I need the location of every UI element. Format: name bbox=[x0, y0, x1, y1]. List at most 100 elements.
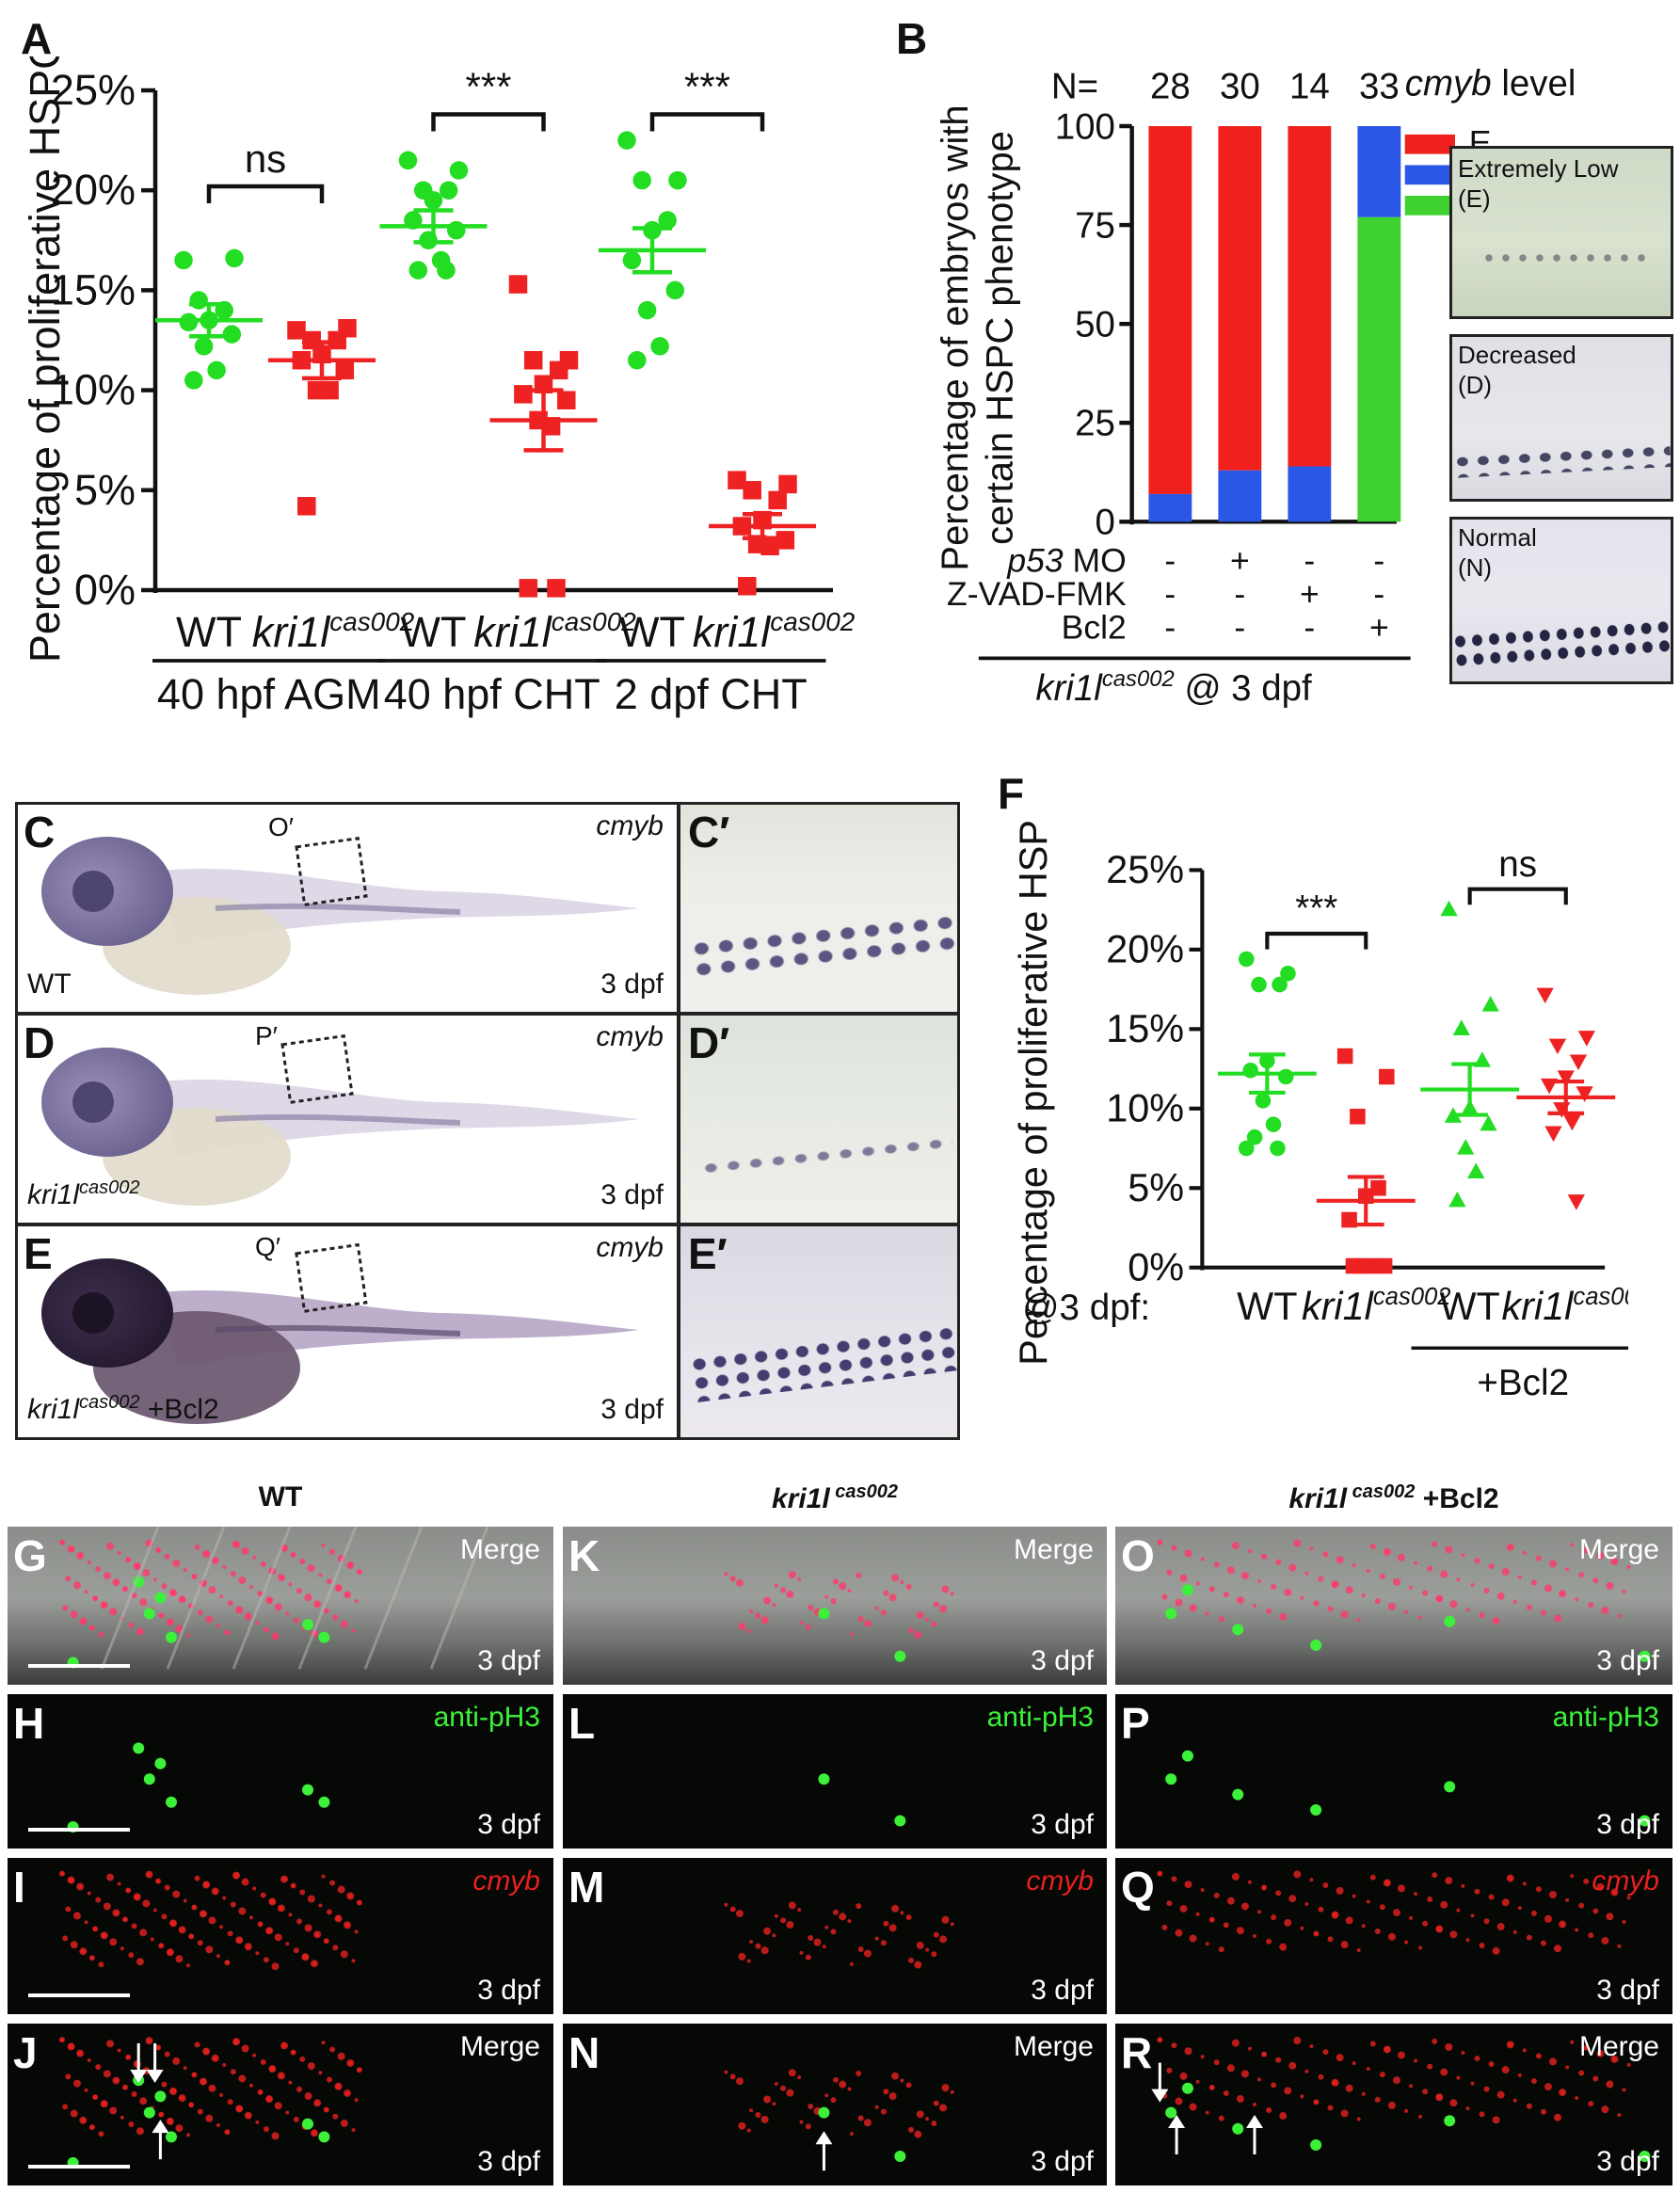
cmyb-speckle bbox=[900, 1580, 904, 1585]
cmyb-speckle bbox=[199, 2077, 207, 2086]
inset-title: Extremely Low bbox=[1458, 154, 1619, 183]
fluor-signal bbox=[1151, 2037, 1651, 2163]
cmyb-speckle bbox=[1345, 2084, 1353, 2092]
data-point bbox=[549, 360, 568, 380]
fluor-signal bbox=[1157, 1539, 1651, 1662]
cmyb-speckle bbox=[1356, 2117, 1361, 2121]
treatment-mark: - bbox=[1164, 575, 1176, 613]
cmyb-speckle bbox=[114, 2078, 119, 2083]
cmyb-speckle bbox=[1575, 2096, 1579, 2101]
panel-label-l: L bbox=[568, 1699, 596, 1748]
cmyb-speckle bbox=[274, 1603, 282, 1611]
stage-label: 3 dpf bbox=[477, 1645, 540, 1676]
cmyb-speckle bbox=[905, 1914, 912, 1921]
data-group bbox=[268, 319, 376, 516]
cmyb-speckle bbox=[282, 1545, 287, 1550]
cmyb-speckle bbox=[1612, 2057, 1617, 2061]
cmyb-speckle bbox=[1327, 1936, 1334, 1943]
data-point bbox=[1350, 1108, 1366, 1125]
cmyb-speckle bbox=[1271, 1583, 1277, 1590]
text-part: @3 dpf: bbox=[1022, 1288, 1150, 1328]
bar-segment-E bbox=[1288, 126, 1332, 467]
cmyb-speckle bbox=[185, 2133, 190, 2137]
treatment-mark: - bbox=[1164, 609, 1176, 647]
cmyb-speckle bbox=[805, 2123, 811, 2130]
data-point bbox=[617, 131, 636, 150]
cmyb-speckle bbox=[230, 2069, 236, 2075]
text-part: certain HSPC phenotype bbox=[979, 131, 1020, 545]
cmyb-speckle bbox=[296, 1588, 303, 1594]
arrowhead-icon bbox=[815, 2131, 833, 2145]
cmyb-speckle bbox=[1293, 1539, 1302, 1547]
cmyb-speckle bbox=[1231, 2039, 1240, 2047]
cmyb-speckle bbox=[857, 1945, 864, 1952]
text-part: cmyb bbox=[1405, 63, 1492, 104]
cmyb-speckle bbox=[274, 2102, 282, 2110]
text-part: 25 bbox=[1075, 404, 1115, 444]
cmyb-speckle bbox=[282, 2043, 287, 2048]
cmyb-speckle bbox=[321, 1543, 326, 1547]
cmyb-speckle bbox=[1535, 1886, 1542, 1893]
genotype-label: WT bbox=[27, 968, 72, 1000]
cmyb-speckle bbox=[738, 2121, 746, 2130]
group-label: WT bbox=[1237, 1285, 1297, 1328]
cmyb-speckle bbox=[304, 2092, 312, 2101]
ph3-cell bbox=[1165, 2106, 1177, 2119]
gene-label: cmyb bbox=[596, 1021, 664, 1052]
genotype: kri1l bbox=[1035, 668, 1103, 709]
cmyb-speckle bbox=[1166, 1569, 1173, 1576]
cmyb-speckle bbox=[1549, 2057, 1558, 2066]
cmyb-speckle bbox=[905, 2082, 912, 2089]
cmyb-speckle bbox=[1449, 2099, 1458, 2107]
cmyb-speckle bbox=[1622, 1920, 1626, 1925]
cmyb-speckle bbox=[1508, 1545, 1512, 1549]
cmyb-speckle bbox=[227, 2099, 233, 2105]
cmyb-speckle bbox=[1383, 2045, 1391, 2054]
allele: cas002 bbox=[329, 607, 414, 636]
cmyb-speckle bbox=[87, 2057, 91, 2062]
treatment-name: p53 bbox=[1006, 542, 1064, 580]
cmyb-speckle bbox=[1465, 1608, 1470, 1612]
data-point bbox=[738, 577, 757, 596]
cmyb-speckle bbox=[315, 1932, 320, 1937]
stain-dots bbox=[1480, 250, 1650, 265]
panel-label-e-prime: E′ bbox=[688, 1229, 728, 1278]
cmyb-speckle bbox=[279, 1906, 283, 1911]
cmyb-speckle bbox=[252, 2053, 257, 2057]
cmyb-speckle bbox=[1617, 1613, 1622, 1618]
stage-label: 3 dpf bbox=[477, 1809, 540, 1840]
cmyb-speckle bbox=[180, 2096, 184, 2101]
somite-boundary bbox=[166, 1527, 226, 1670]
cmyb-speckle bbox=[202, 1881, 211, 1889]
cmyb-speckle bbox=[299, 2056, 306, 2062]
cmyb-speckle bbox=[1544, 1584, 1552, 1593]
cmyb-speckle bbox=[175, 1955, 184, 1963]
inset-code: (D) bbox=[1458, 371, 1493, 399]
fluor-panel-j: J Merge 3 dpf bbox=[8, 2024, 553, 2185]
cmyb-speckle bbox=[120, 2115, 124, 2120]
cmyb-speckle bbox=[1288, 2061, 1297, 2070]
cmyb-speckle bbox=[293, 1617, 299, 1624]
data-point bbox=[1376, 1257, 1393, 1274]
cmyb-speckle bbox=[1427, 1565, 1433, 1572]
cmyb-speckle bbox=[1166, 2067, 1173, 2073]
cmyb-speckle bbox=[1247, 1549, 1252, 1554]
cmyb-speckle bbox=[332, 1945, 339, 1951]
cmyb-speckle bbox=[219, 2093, 224, 2098]
cmyb-speckle bbox=[1427, 2063, 1433, 2070]
cmyb-speckle bbox=[72, 1912, 81, 1920]
cmyb-speckle bbox=[863, 1619, 872, 1627]
cmyb-speckle bbox=[1588, 1602, 1594, 1609]
allele: cas002 bbox=[1573, 1284, 1628, 1310]
cmyb-speckle bbox=[1218, 1616, 1224, 1623]
fluor-panel-n: N Merge 3 dpf bbox=[563, 2024, 1107, 2185]
group-label: WT bbox=[619, 608, 685, 656]
section-label: 40 hpf AGM bbox=[157, 670, 381, 718]
ph3-cell bbox=[1232, 1624, 1244, 1636]
cmyb-speckle bbox=[925, 2117, 930, 2121]
cmyb-speckle bbox=[729, 1906, 736, 1913]
cmyb-speckle bbox=[238, 1577, 247, 1585]
ph3-cell bbox=[1232, 2122, 1244, 2135]
data-group bbox=[489, 275, 598, 598]
